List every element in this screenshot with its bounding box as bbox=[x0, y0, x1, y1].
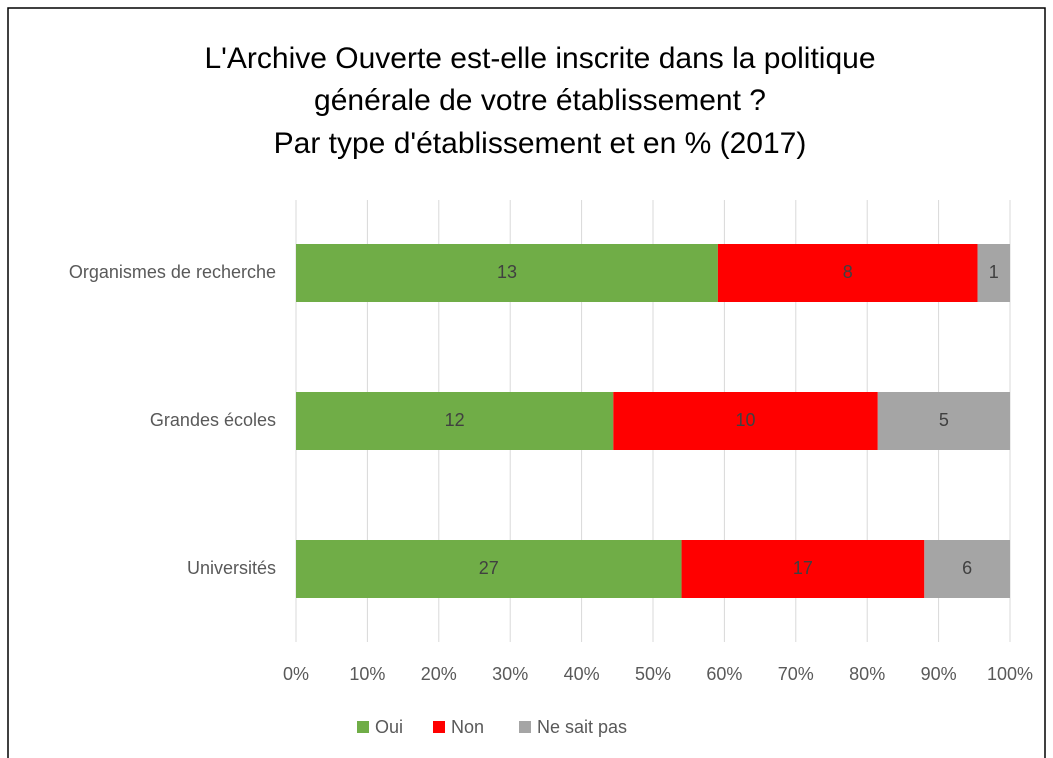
x-tick-label: 90% bbox=[921, 664, 957, 684]
chart-frame bbox=[7, 7, 1046, 758]
legend-label: Non bbox=[451, 717, 484, 737]
x-tick-label: 0% bbox=[283, 664, 309, 684]
legend-label: Ne sait pas bbox=[537, 717, 627, 737]
bar-segment bbox=[877, 392, 1010, 450]
legend-swatch bbox=[519, 721, 531, 733]
x-tick-label: 30% bbox=[492, 664, 528, 684]
data-label: 27 bbox=[479, 558, 499, 578]
x-tick-label: 40% bbox=[564, 664, 600, 684]
data-label: 6 bbox=[962, 558, 972, 578]
legend-label: Oui bbox=[375, 717, 403, 737]
legend-swatch bbox=[433, 721, 445, 733]
bar-segment bbox=[681, 540, 925, 598]
chart-title: L'Archive Ouverte est-elle inscrite dans… bbox=[204, 42, 875, 75]
y-tick-label: Grandes écoles bbox=[150, 410, 276, 430]
y-tick-label: Universités bbox=[187, 558, 276, 578]
bar-segment bbox=[977, 244, 1010, 302]
x-tick-label: 100% bbox=[987, 664, 1033, 684]
data-label: 13 bbox=[497, 262, 517, 282]
x-tick-label: 70% bbox=[778, 664, 814, 684]
bar-segment bbox=[717, 244, 978, 302]
data-label: 1 bbox=[989, 262, 999, 282]
legend-swatch bbox=[357, 721, 369, 733]
data-label: 8 bbox=[843, 262, 853, 282]
bar-segment bbox=[296, 244, 718, 302]
y-tick-label: Organismes de recherche bbox=[69, 262, 276, 282]
data-label: 12 bbox=[445, 410, 465, 430]
x-tick-label: 50% bbox=[635, 664, 671, 684]
data-label: 5 bbox=[939, 410, 949, 430]
data-label: 17 bbox=[793, 558, 813, 578]
chart-title: générale de votre établissement ? bbox=[314, 84, 766, 117]
x-tick-label: 80% bbox=[849, 664, 885, 684]
bar-segment bbox=[296, 540, 682, 598]
chart-title: Par type d'établissement et en % (2017) bbox=[274, 127, 807, 160]
bar-segment bbox=[924, 540, 1010, 598]
x-tick-label: 20% bbox=[421, 664, 457, 684]
data-label: 10 bbox=[736, 410, 756, 430]
x-tick-label: 60% bbox=[706, 664, 742, 684]
bar-segment bbox=[613, 392, 878, 450]
bar-segment bbox=[296, 392, 614, 450]
x-tick-label: 10% bbox=[349, 664, 385, 684]
